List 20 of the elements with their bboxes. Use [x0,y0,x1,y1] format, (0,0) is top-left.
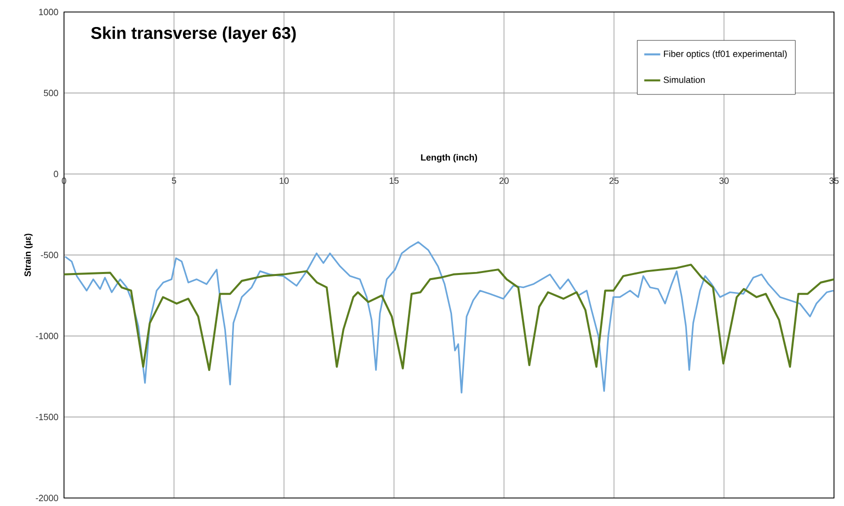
line-series [64,241,834,394]
y-tick-label: -1500 [36,414,58,420]
x-tick-label: 25 [609,178,619,184]
x-axis-title: Length (inch) [421,154,478,162]
y-tick-label: 1000 [39,8,58,16]
y-tick-label: -2000 [36,494,58,502]
legend-label: Simulation [664,76,705,84]
legend-label: Fiber optics (tf01 experimental) [664,50,787,59]
y-axis-title: Strain (µε) [24,234,33,276]
y-tick-label: -1000 [36,332,58,340]
x-tick-label: 10 [280,178,289,184]
text: Skin transverse (layer 63) [91,26,296,42]
x-tick-label: 15 [390,178,399,184]
y-tick-label: 500 [44,90,58,96]
x-tick-label: 5 [172,178,176,184]
y-tick-label: -500 [40,252,58,258]
line-series [64,264,834,372]
x-tick-label: 20 [499,178,509,184]
x-tick-label: 30 [719,178,729,184]
y-tick-label: 0 [54,170,58,178]
